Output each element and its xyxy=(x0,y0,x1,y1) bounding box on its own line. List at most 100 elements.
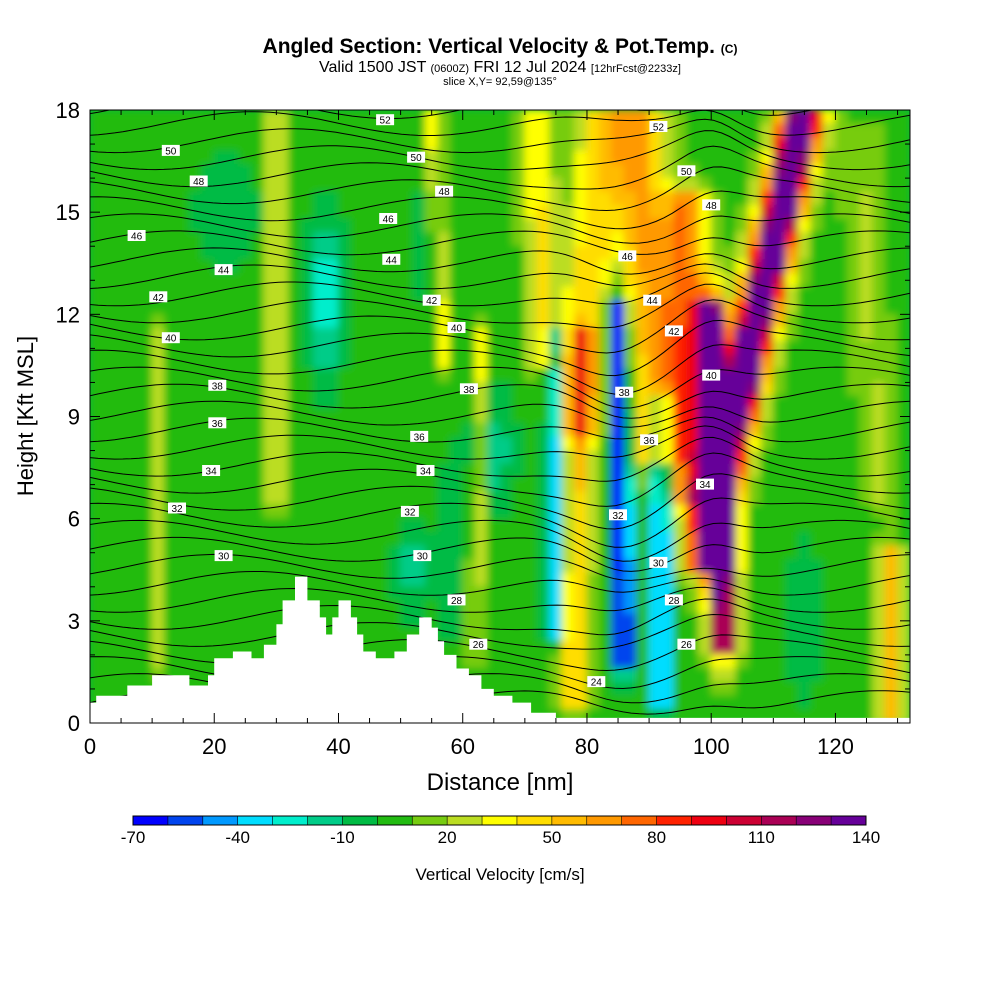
field-cell xyxy=(288,110,302,125)
field-cell xyxy=(226,436,240,452)
field-cell xyxy=(412,232,426,247)
field-cell xyxy=(822,613,836,629)
field-cell xyxy=(536,163,551,179)
field-cell xyxy=(574,463,588,479)
field-cell xyxy=(772,450,787,465)
field-cell xyxy=(90,259,103,274)
field-cell xyxy=(263,259,277,274)
field-cell xyxy=(449,613,464,629)
field-cell xyxy=(685,341,700,356)
field-cell xyxy=(785,409,799,424)
field-cell xyxy=(685,313,700,329)
field-cell xyxy=(151,463,166,479)
field-cell xyxy=(549,422,563,438)
field-cell xyxy=(350,450,364,465)
field-cell xyxy=(499,341,513,356)
field-cell xyxy=(151,232,166,247)
field-cell xyxy=(822,545,836,561)
field-cell xyxy=(313,286,327,302)
field-cell xyxy=(437,586,451,601)
field-cell xyxy=(176,327,190,343)
field-cell xyxy=(536,259,551,274)
field-cell xyxy=(449,218,464,234)
field-cell xyxy=(176,259,190,274)
field-cell xyxy=(685,422,700,438)
isentrope-line xyxy=(90,383,910,419)
field-cell xyxy=(648,681,663,697)
field-cell xyxy=(487,354,501,370)
field-cell xyxy=(350,531,364,547)
field-cell xyxy=(623,450,638,465)
field-cell xyxy=(810,177,824,193)
field-cell xyxy=(785,191,799,206)
field-cell xyxy=(201,490,215,506)
field-cell xyxy=(387,150,402,165)
field-cell xyxy=(574,422,588,438)
field-cell xyxy=(213,572,228,588)
x-tick-label: 120 xyxy=(817,734,854,759)
field-cell xyxy=(238,613,253,629)
field-cell xyxy=(772,395,787,411)
field-cell xyxy=(375,123,389,138)
field-cell xyxy=(797,245,812,261)
field-cell xyxy=(275,272,290,288)
field-cell xyxy=(586,232,600,247)
field-cell xyxy=(151,613,166,629)
isentrope-line xyxy=(90,110,815,119)
field-cell xyxy=(412,177,426,193)
field-cell xyxy=(661,136,675,152)
field-cell xyxy=(176,204,190,220)
field-cell xyxy=(723,110,737,125)
field-cell xyxy=(126,395,141,411)
field-cell xyxy=(412,286,426,302)
field-cell xyxy=(474,259,489,274)
field-cell xyxy=(511,150,526,165)
field-cell xyxy=(474,327,489,343)
field-cell xyxy=(251,191,265,206)
field-cell xyxy=(300,150,315,165)
field-cell xyxy=(474,463,489,479)
contour-label-box xyxy=(407,151,426,163)
field-cell xyxy=(114,681,128,697)
field-cell xyxy=(760,409,774,424)
field-cell xyxy=(772,640,787,656)
field-cell xyxy=(834,640,849,656)
field-cell xyxy=(387,531,402,547)
field-cell xyxy=(636,136,650,152)
field-cell xyxy=(226,613,240,629)
field-cell xyxy=(623,654,638,670)
field-cell xyxy=(735,668,749,683)
field-cell xyxy=(735,531,749,547)
field-cell xyxy=(176,531,190,547)
field-cell xyxy=(387,518,402,533)
field-cell xyxy=(487,218,501,234)
field-cell xyxy=(561,559,576,574)
field-cell xyxy=(897,341,910,356)
field-cell xyxy=(822,640,836,656)
field-cell xyxy=(636,559,650,574)
field-cell xyxy=(810,504,824,520)
field-cell xyxy=(400,286,414,302)
field-cell xyxy=(151,381,166,397)
field-cell xyxy=(487,232,501,247)
field-cell xyxy=(126,191,141,206)
field-cell xyxy=(735,504,749,520)
field-cell xyxy=(424,450,439,465)
field-cell xyxy=(263,368,277,383)
field-cell xyxy=(822,586,836,601)
field-cell xyxy=(685,259,700,274)
field-cell xyxy=(462,450,476,465)
field-cell xyxy=(673,681,687,697)
field-cell xyxy=(897,232,910,247)
field-cell xyxy=(623,259,638,274)
colorbar-tick-label: 80 xyxy=(647,828,666,847)
field-cell xyxy=(735,272,749,288)
field-cell xyxy=(474,368,489,383)
field-cell xyxy=(636,668,650,683)
field-cell xyxy=(847,695,861,710)
colorbar-label: Vertical Velocity [cm/s] xyxy=(415,865,584,884)
field-cell xyxy=(574,668,588,683)
field-cell xyxy=(561,232,576,247)
field-cell xyxy=(139,163,153,179)
field-cell xyxy=(424,381,439,397)
